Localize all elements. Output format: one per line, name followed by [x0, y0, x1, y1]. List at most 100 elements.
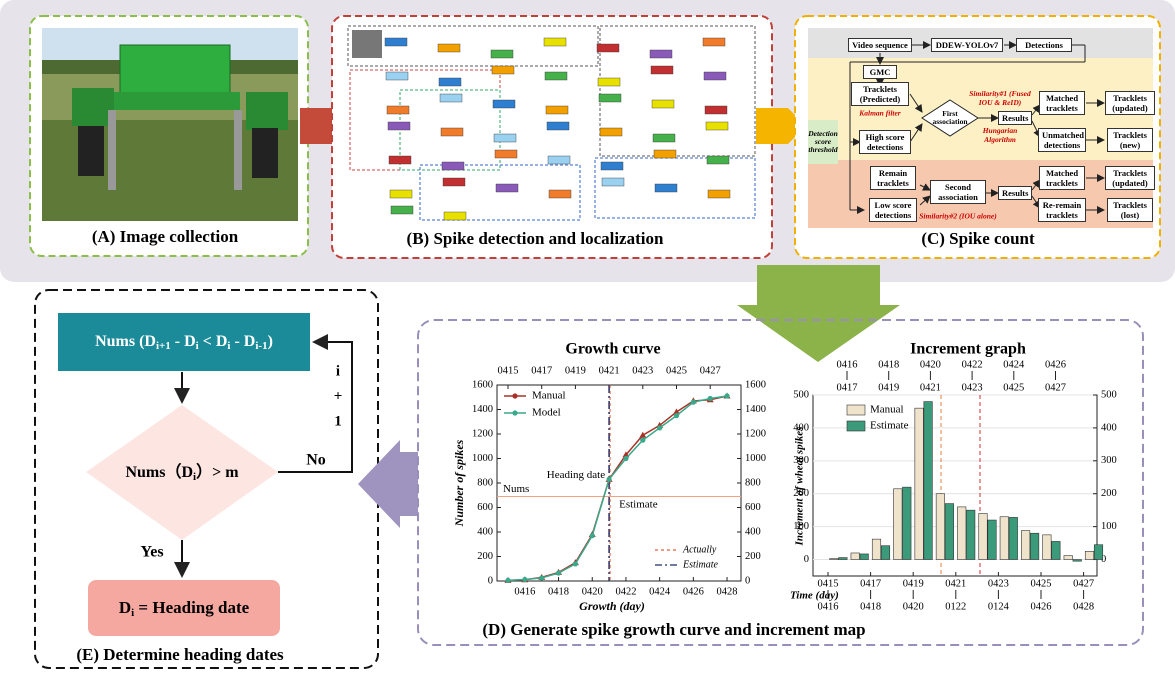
bar: [999, 516, 1009, 560]
module-block: [493, 133, 517, 143]
y-tick-label: 600: [477, 502, 493, 513]
flow-node: Tracklets (lost): [1107, 198, 1153, 222]
module-block: [543, 37, 567, 47]
y2-tick-label: 400: [745, 526, 761, 537]
x-tick-label: 0420: [582, 586, 603, 597]
module-block: [384, 37, 408, 47]
y2-tick-label: 100: [1101, 521, 1117, 532]
module-block: [385, 71, 409, 81]
y2-tick-label: 1600: [745, 379, 766, 390]
flow-node: Remain tracklets: [870, 166, 916, 190]
module-block: [651, 99, 675, 109]
x-tick-label: 0124: [988, 601, 1010, 612]
caption: (C) Spike count: [921, 229, 1035, 248]
network-diagram: [347, 25, 756, 221]
marker: [555, 570, 562, 576]
bar: [1084, 551, 1095, 560]
module-block: [596, 43, 620, 53]
module-block: [437, 43, 461, 53]
bar: [987, 519, 997, 560]
connectors: [849, 41, 1105, 214]
arrow: [358, 440, 418, 528]
module-block: [597, 77, 621, 87]
threshold-box: [808, 120, 838, 164]
module-block: [654, 183, 678, 193]
marker: [572, 561, 579, 567]
marker: [724, 393, 730, 399]
x-tick-label: 0424: [649, 586, 671, 597]
flow-node: Re-remain tracklets: [1038, 198, 1086, 222]
y-tick-label: 1000: [472, 453, 493, 464]
y2-tick-label: 0: [745, 575, 750, 586]
marker: [640, 437, 646, 443]
x-tick-label: 0419: [903, 578, 924, 589]
x-tick-label: 0420: [920, 359, 941, 370]
y-tick-label: 1600: [472, 379, 493, 390]
module-block: [390, 205, 414, 215]
y2-tick-label: 300: [1101, 455, 1117, 466]
module-block: [387, 121, 411, 131]
flow-node: Tracklets (new): [1107, 128, 1153, 152]
x-tick-label: 0423: [962, 382, 983, 393]
x-tick-label: 0421: [599, 365, 620, 376]
flow-node: Kalman filter: [859, 108, 901, 118]
module-block: [441, 161, 465, 171]
flow-node: Similarity#1 (Fused IOU & ReID): [969, 89, 1031, 107]
bar: [893, 488, 903, 560]
x-tick-label: 0427: [1045, 382, 1066, 393]
module-block: [548, 189, 572, 199]
marker: [657, 425, 663, 431]
y-tick-label: 800: [477, 477, 493, 488]
x-tick-label: 0418: [548, 586, 569, 597]
module-block: [703, 71, 727, 81]
bar: [880, 545, 891, 560]
flow-node: GMC: [863, 65, 897, 79]
flow-node: Detection score threshold: [808, 129, 838, 154]
x-tick-label: 0419: [878, 382, 899, 393]
module-block: [490, 49, 514, 59]
legend-label: Estimate: [870, 420, 909, 432]
y-tick-label: 400: [477, 526, 493, 537]
bar: [1072, 559, 1082, 562]
loop-label: i: [336, 363, 340, 379]
x-tick-label: 0424: [1003, 359, 1025, 370]
module-block: [601, 177, 625, 187]
decision-text: Nums（Di）> m: [125, 463, 239, 483]
result-box: [88, 580, 280, 636]
decision: [921, 99, 979, 137]
condition-text: Nums (Di+1 - Di < Di - Di-1): [95, 333, 273, 352]
module-block: [600, 161, 624, 171]
module-block: [495, 183, 519, 193]
y2-tick-label: 200: [745, 551, 761, 562]
flow-node: Matched tracklets: [1039, 91, 1085, 115]
bar: [871, 538, 882, 560]
bar: [829, 558, 839, 560]
module-block: [547, 155, 571, 165]
marker: [673, 408, 680, 415]
flow-node: Second association: [930, 180, 986, 204]
module-block: [652, 133, 676, 143]
arrow: [756, 108, 806, 144]
caption: (A) Image collection: [92, 227, 239, 246]
x-tick-label: 0415: [818, 578, 839, 589]
bar: [1063, 555, 1073, 560]
x-tick-label: 0427: [1073, 578, 1094, 589]
marker: [589, 533, 595, 539]
annotation: Heading date: [547, 469, 605, 481]
legend-label: Manual: [870, 404, 904, 416]
module-block: [491, 65, 515, 75]
loop-label: 1: [334, 413, 342, 429]
bar: [1042, 534, 1052, 560]
flow-node: Video sequence: [848, 38, 912, 52]
panel-b-frame: [331, 15, 773, 259]
bar: [935, 493, 945, 560]
marker: [539, 575, 545, 581]
y2-tick-label: 1400: [745, 404, 766, 415]
y-tick-label: 500: [793, 389, 809, 400]
y2-tick-label: 200: [1101, 488, 1117, 499]
legend-swatch: [846, 420, 866, 432]
legend-label: Estimate: [682, 559, 719, 570]
y2-tick-label: 500: [1101, 389, 1117, 400]
loop-arrow: [278, 334, 353, 473]
bar: [914, 407, 924, 560]
